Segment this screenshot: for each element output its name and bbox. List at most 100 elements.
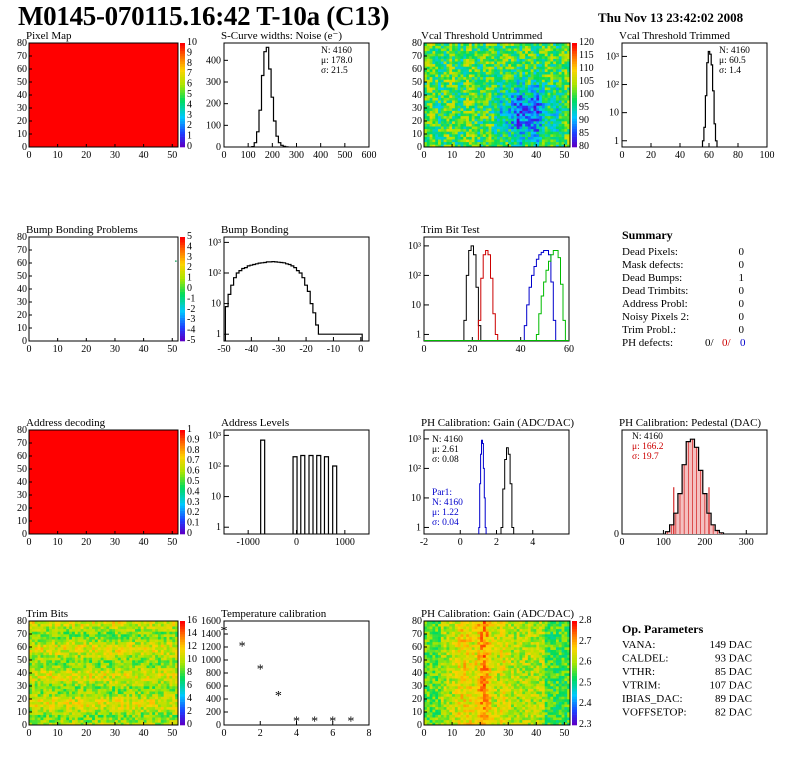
heatmap-cell — [468, 79, 473, 83]
zscale-label: 3 — [187, 110, 192, 121]
heatmap-cell — [106, 631, 110, 635]
heatmap-cell — [449, 74, 453, 78]
stat-line: N: 4160 — [632, 432, 663, 442]
y-tick-label: 0 — [216, 142, 221, 153]
heatmap-cell — [97, 639, 101, 643]
heatmap-cell — [152, 686, 156, 689]
heatmap-cell — [555, 141, 560, 145]
heatmap-cell — [474, 76, 478, 80]
heatmap-cell — [443, 105, 447, 109]
zscale-cell — [180, 634, 185, 637]
heatmap-cell — [37, 714, 41, 718]
heatmap-cell — [516, 48, 520, 52]
heatmap-cell — [463, 105, 467, 109]
heatmap-cell — [114, 675, 119, 679]
heatmap-cell — [443, 123, 447, 127]
heatmap-cell — [547, 115, 551, 119]
heatmap-cell — [71, 647, 76, 650]
heatmap-cell — [438, 110, 442, 114]
heatmap-cell — [157, 675, 162, 679]
heatmap-cell — [146, 683, 150, 687]
zscale-cell — [180, 644, 185, 648]
heatmap-cell — [494, 79, 498, 83]
heatmap-cell — [480, 79, 484, 83]
heatmap-cell — [29, 719, 33, 723]
heatmap-cell — [140, 675, 144, 679]
heatmap-cell — [60, 670, 64, 674]
heatmap-cell — [466, 126, 470, 130]
heatmap-cell — [80, 662, 84, 666]
heatmap-cell — [480, 43, 484, 46]
heatmap-cell — [429, 87, 433, 91]
heatmap-cell — [502, 74, 506, 78]
zscale-cell — [180, 286, 185, 290]
heatmap-cell — [561, 97, 565, 101]
heatmap-cell — [51, 678, 56, 682]
heatmap-cell — [525, 58, 529, 62]
heatmap-cell — [530, 97, 534, 101]
heatmap-cell — [169, 673, 173, 676]
heatmap-cell — [536, 84, 540, 88]
heatmap-cell — [435, 113, 439, 117]
heatmap-cell — [482, 100, 487, 104]
heatmap-cell — [432, 97, 436, 101]
heatmap-cell — [564, 134, 568, 137]
zscale-cell — [180, 126, 185, 130]
heatmap-cell — [34, 662, 38, 666]
heatmap-cell — [522, 66, 526, 70]
heatmap-cell — [466, 100, 470, 104]
heatmap-cell — [519, 84, 523, 88]
x-tick-label: 40 — [516, 344, 526, 355]
y-tick-label: 10³ — [408, 241, 421, 252]
heatmap-cell — [83, 696, 87, 700]
heatmap-cell — [120, 701, 124, 705]
heatmap-cell — [522, 58, 526, 62]
heatmap-cell — [485, 92, 489, 96]
heatmap-cell — [123, 683, 127, 687]
heatmap-cell — [109, 704, 113, 708]
heatmap-cell — [547, 58, 551, 62]
heatmap-cell — [424, 102, 428, 106]
heatmap-cell — [536, 126, 540, 130]
zscale-cell — [180, 53, 185, 57]
heatmap-cell — [126, 626, 130, 630]
heatmap-cell — [497, 126, 501, 130]
heatmap-cell — [54, 696, 58, 700]
heatmap-cell — [137, 693, 142, 697]
heatmap-cell — [440, 92, 444, 96]
heatmap-cell — [508, 144, 512, 148]
y-tick-label: 30 — [17, 681, 27, 692]
zscale-cell — [572, 134, 577, 137]
heatmap-cell — [74, 675, 79, 679]
heatmap-cell — [443, 87, 447, 91]
heatmap-cell — [60, 623, 64, 627]
heatmap-cell — [97, 706, 101, 710]
heatmap-cell — [175, 657, 179, 661]
heatmap-cell — [530, 722, 534, 726]
y-tick-label: 10 — [411, 493, 421, 504]
zscale-cell — [180, 435, 185, 439]
heatmap-cell — [157, 688, 162, 692]
heatmap-cell — [533, 131, 537, 135]
heatmap-cell — [480, 56, 484, 59]
heatmap-cell — [477, 79, 481, 83]
heatmap-cell — [106, 717, 110, 721]
chart-scurve: S-Curve widths: Noise (e⁻)0 100 200 300 400 5… — [206, 30, 377, 161]
heatmap-cell — [463, 123, 467, 127]
heatmap-cell — [97, 621, 101, 624]
heatmap-cell — [488, 84, 492, 88]
heatmap-cell — [530, 113, 534, 117]
heatmap-cell — [29, 652, 33, 656]
heatmap-cell — [454, 76, 458, 80]
heatmap-cell — [66, 657, 70, 661]
heatmap-cell — [143, 667, 147, 671]
heatmap-cell — [511, 76, 515, 80]
heatmap-cell — [497, 113, 501, 117]
heatmap-cell — [511, 719, 515, 723]
heatmap-cell — [513, 92, 517, 96]
heatmap-cell — [172, 722, 176, 726]
heatmap-cell — [129, 717, 133, 721]
heatmap-cell — [502, 131, 506, 135]
heatmap-cell — [435, 100, 439, 104]
heatmap-cell — [100, 636, 104, 640]
